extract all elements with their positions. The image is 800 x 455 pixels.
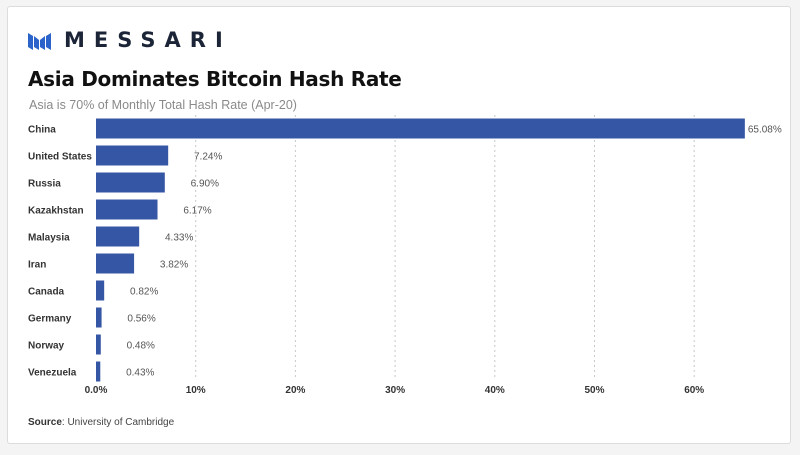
x-tick-label: 40% [485,385,505,396]
bar-chart: China 65.08% United States 7.24% Russia 6.90%… [28,115,782,396]
data-label: 3.82% [160,260,188,271]
category-label: Malaysia [28,233,70,244]
chart-card: MESSARI Asia Dominates Bitcoin Hash Rate… [7,6,791,444]
data-label: 7.24% [194,152,222,163]
bar [96,172,165,193]
chart-title: Asia Dominates Bitcoin Hash Rate [28,67,402,91]
data-label: 0.48% [127,341,155,352]
bar [96,253,135,274]
data-label: 0.43% [126,368,154,379]
category-label: Iran [28,260,46,271]
bar [96,145,169,166]
data-label: 0.82% [130,287,158,298]
data-label: 6.17% [183,206,211,217]
category-label: Venezuela [28,368,77,379]
chart-subtitle: Asia is 70% of Monthly Total Hash Rate (… [29,98,297,112]
bar [96,226,140,247]
category-label: Russia [28,179,61,190]
source-label: Source [28,417,62,428]
data-label: 0.56% [127,314,155,325]
data-label: 4.33% [165,233,193,244]
source-note: Source: University of Cambridge [28,417,174,428]
brand-header: MESSARI [28,28,232,52]
data-label: 6.90% [191,179,219,190]
bar [96,118,745,139]
x-tick-label: 10% [186,385,206,396]
messari-m-logo-icon [28,33,51,50]
brand-name: MESSARI [64,28,232,52]
bar [96,307,102,328]
category-label: Kazakhstan [28,206,84,217]
x-tick-label: 0.0% [85,385,108,396]
category-label: Norway [28,341,65,352]
bar [96,334,101,355]
category-label: United States [28,152,92,163]
x-tick-label: 20% [285,385,305,396]
x-tick-label: 60% [684,385,704,396]
x-tick-label: 30% [385,385,405,396]
bar [96,361,101,382]
category-label: Germany [28,314,72,325]
bar [96,199,158,220]
source-text: : University of Cambridge [61,417,175,428]
category-label: Canada [28,287,65,298]
data-label: 65.08% [748,125,782,136]
x-tick-label: 50% [584,385,604,396]
bar [96,280,105,301]
category-label: China [28,125,56,136]
